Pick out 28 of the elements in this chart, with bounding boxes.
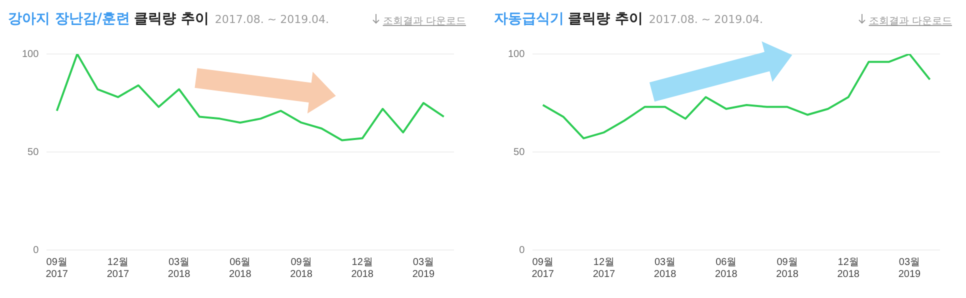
chart-subtitle: 클릭량 추이 [568,11,643,27]
x-tick-label: 09월 2017 [532,256,554,280]
x-tick-label: 09월 2017 [46,256,68,280]
y-tick-label: 50 [514,146,526,158]
x-tick-label: 03월 2019 [412,256,436,280]
x-tick-label: 12월 2018 [351,256,374,280]
x-tick-label: 06월 2018 [229,256,252,280]
text: 조회결과 다운로드 [382,15,466,28]
x-tick-label: 03월 2018 [168,256,191,280]
chart-subtitle: 클릭량 추이 [134,11,209,27]
x-tick-label: 12월 2018 [837,256,860,280]
y-tick-label: 100 [508,48,526,60]
text: 조회결과 다운로드 [868,15,952,28]
y-tick-label: 0 [519,244,526,256]
x-tick-label: 06월 2018 [715,256,738,280]
x-tick-label: 03월 2019 [898,256,922,280]
x-tick-label: 12월 2017 [592,256,616,280]
x-tick-label: 12월 2017 [106,256,130,280]
chart-title: 강아지 장난감/훈련 [8,11,130,27]
text: 2017.08. ~ 2019.04. [214,13,330,26]
x-tick-label: 09월 2018 [290,256,313,280]
y-tick-label: 50 [28,146,40,158]
y-tick-label: 0 [33,244,40,256]
chart-title: 자동급식기 [494,11,564,27]
x-tick-label: 03월 2018 [654,256,677,280]
y-tick-label: 100 [22,48,40,60]
x-tick-label: 09월 2018 [776,256,799,280]
text: 2017.08. ~ 2019.04. [648,13,764,26]
